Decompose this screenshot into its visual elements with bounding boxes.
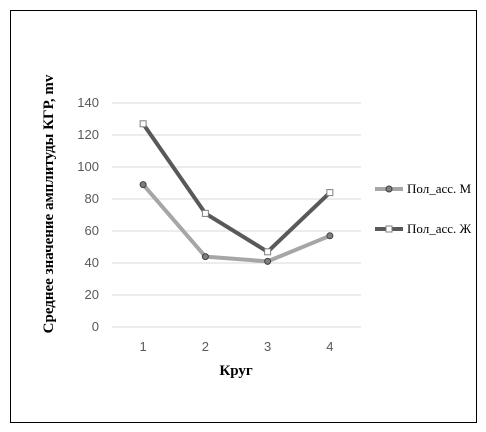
data-point-marker (139, 120, 147, 128)
data-point-marker (264, 248, 272, 256)
legend-marker (385, 225, 393, 233)
y-tick-label: 40 (85, 255, 99, 270)
data-point-marker (201, 253, 209, 261)
x-tick-label: 1 (140, 339, 147, 354)
series-line-0 (141, 182, 332, 264)
y-axis-title: Среднее значение амплитуды КГР, mv (41, 74, 57, 333)
y-axis-ticks: 0 20 40 60 80 100 120 140 (77, 95, 99, 334)
y-tick-label: 60 (85, 223, 99, 238)
x-tick-label: 2 (202, 339, 209, 354)
y-tick-label: 140 (77, 95, 99, 110)
y-tick-label: 120 (77, 127, 99, 142)
data-point-marker (139, 181, 147, 189)
data-point-marker (264, 257, 272, 265)
series-group (139, 120, 334, 265)
chart-frame (10, 10, 477, 423)
y-tick-label: 80 (85, 191, 99, 206)
data-point-marker (326, 232, 334, 240)
series-line-1 (141, 121, 332, 254)
legend-label: Пол_асс. М (407, 181, 472, 196)
data-point-marker (201, 209, 209, 217)
legend: Пол_асс. М Пол_асс. Ж (375, 181, 472, 236)
legend-label: Пол_асс. Ж (407, 221, 472, 236)
data-point-marker (326, 189, 334, 197)
x-tick-label: 4 (326, 339, 333, 354)
legend-marker (385, 185, 393, 193)
x-tick-label: 3 (264, 339, 271, 354)
gridlines (112, 102, 361, 328)
x-axis-ticks: 1 2 3 4 (140, 339, 334, 354)
y-tick-label: 0 (92, 319, 99, 334)
y-tick-label: 100 (77, 159, 99, 174)
x-axis-title: Круг (219, 363, 253, 379)
y-tick-label: 20 (85, 287, 99, 302)
